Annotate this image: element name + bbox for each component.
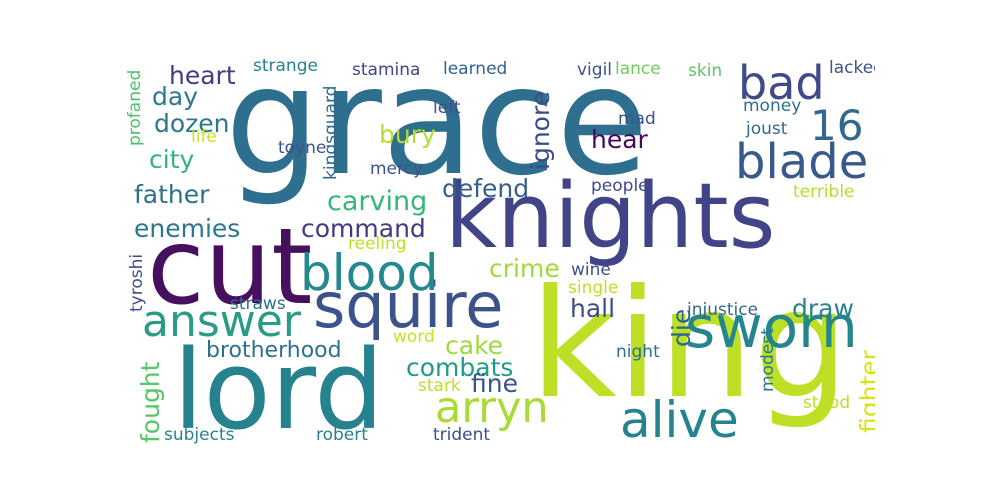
word-father: father (134, 180, 210, 209)
word-learned: learned (443, 59, 508, 79)
word-straws: straws (230, 294, 286, 314)
word-mercy: mercy (370, 159, 424, 179)
word-fighter: fighter (855, 350, 875, 433)
word-night: night (616, 342, 660, 362)
word-fine: fine (471, 369, 518, 398)
word-grace: grace (225, 50, 649, 209)
word-profaned: profaned (125, 69, 145, 146)
word-terrible: terrible (793, 182, 855, 202)
word-squire: squire (313, 269, 504, 342)
word-stood: stood (803, 393, 851, 413)
word-day: day (152, 82, 198, 111)
word-cut: cut (147, 206, 313, 328)
word-draw: draw (792, 294, 854, 323)
word-16: 16 (810, 101, 864, 150)
word-tyroshi: tyroshi (127, 253, 147, 312)
word-lord: lord (173, 326, 384, 450)
word-subjects: subjects (164, 425, 235, 445)
word-word: word (393, 327, 435, 347)
word-kingsguard: kingsguard (321, 85, 341, 180)
word-combats: combats (406, 353, 514, 382)
word-joust: joust (746, 119, 788, 139)
word-injustice: injustice (687, 300, 759, 320)
word-vigil: vigil (577, 60, 613, 80)
word-city: city (149, 145, 195, 174)
word-command: command (301, 214, 426, 243)
word-bad: bad (738, 56, 825, 110)
word-lance: lance (615, 59, 661, 79)
word-lacked: lacked (829, 58, 875, 78)
word-single: single (568, 278, 619, 298)
word-blood: blood (300, 244, 439, 302)
word-enemies: enemies (134, 214, 241, 243)
word-cake: cake (445, 331, 504, 360)
word-heart: heart (169, 61, 236, 90)
word-cloud: grace king knights cut lord squire sworn… (125, 50, 875, 450)
word-blade: blade (735, 134, 869, 190)
word-wine: wine (571, 260, 611, 280)
word-brotherhood: brotherhood (206, 338, 342, 363)
word-hall: hall (570, 294, 616, 323)
word-knights: knights (445, 164, 776, 269)
word-king: king (530, 258, 849, 432)
word-modest: modest (758, 328, 778, 392)
word-strange: strange (253, 56, 318, 76)
word-defend: defend (442, 174, 530, 203)
word-skin: skin (688, 61, 723, 81)
word-robert: robert (316, 425, 368, 445)
word-dozen: dozen (154, 109, 230, 138)
word-arryn: arryn (435, 383, 549, 433)
word-money: money (743, 96, 802, 116)
word-left: left (433, 98, 461, 118)
word-toyne: toyne (278, 138, 327, 158)
word-alive: alive (620, 391, 739, 449)
word-answer: answer (142, 296, 301, 347)
word-carving: carving (327, 186, 428, 217)
word-mad: mad (618, 109, 656, 129)
word-sworn: sworn (685, 293, 858, 361)
word-fought: fought (136, 361, 165, 443)
word-hear: hear (591, 125, 648, 154)
word-trident: trident (433, 425, 491, 445)
word-ignore: ignore (526, 90, 555, 170)
word-life: life (191, 127, 217, 147)
word-bury: bury (379, 120, 436, 149)
word-crime: crime (489, 254, 560, 283)
word-people: people (591, 176, 649, 196)
word-reeling: reeling (348, 234, 407, 254)
word-stark: stark (418, 376, 461, 396)
word-stamina: stamina (352, 60, 421, 80)
